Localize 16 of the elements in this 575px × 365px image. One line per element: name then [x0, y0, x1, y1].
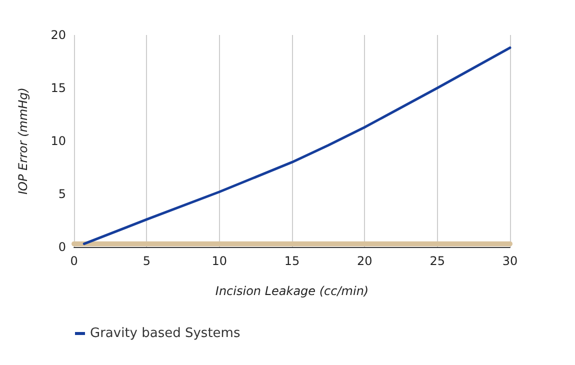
- y-axis-title: IOP Error (mmHg): [16, 88, 30, 194]
- x-tick-label: 10: [212, 254, 227, 268]
- line-series: [82, 46, 512, 246]
- x-axis-title: Incision Leakage (cc/min): [215, 284, 369, 298]
- y-tick-label: 10: [50, 134, 66, 148]
- legend-label: Gravity based Systems: [90, 326, 240, 341]
- y-tick-label: 20: [50, 28, 66, 42]
- x-tick-label: 0: [70, 254, 78, 268]
- x-tick-label: 25: [430, 254, 445, 268]
- y-tick-label: 5: [58, 187, 66, 201]
- y-tick-label: 0: [58, 240, 66, 254]
- x-tick-label: 20: [357, 254, 372, 268]
- x-tick-label: 15: [284, 254, 300, 268]
- x-tick-label: 5: [142, 254, 150, 268]
- y-tick-label: 15: [50, 81, 66, 95]
- x-tick-label: 30: [502, 254, 518, 268]
